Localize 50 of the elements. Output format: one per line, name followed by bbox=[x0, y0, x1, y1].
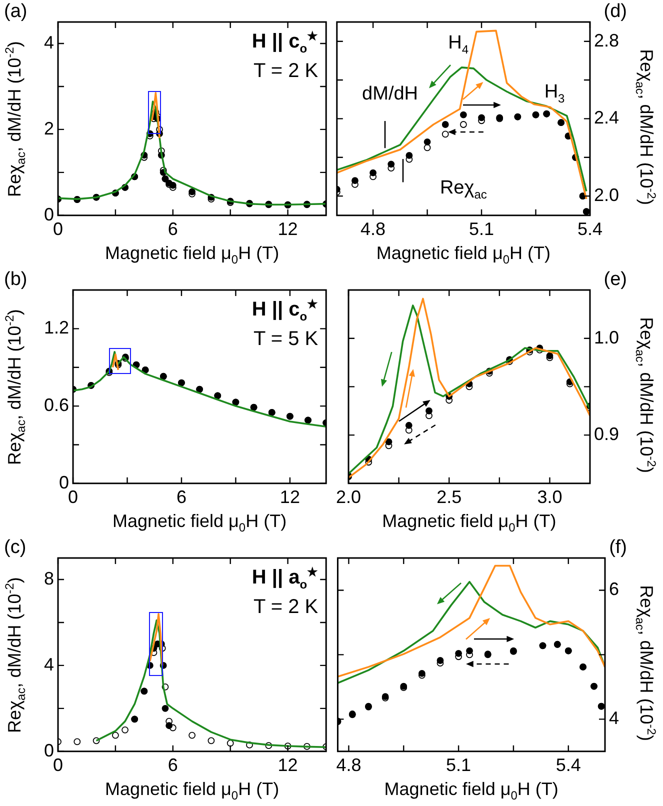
annotation: Reχ$_{ac}$ bbox=[440, 178, 487, 202]
chart-title: (e) bbox=[604, 269, 627, 291]
chart-title: (f) bbox=[609, 537, 627, 559]
x-tick-label: 5.1 bbox=[446, 755, 472, 776]
y2-tick-label: 0.9 bbox=[594, 424, 620, 444]
x-axis-title: Magnetic field μ$_{0}$H (T) bbox=[376, 243, 550, 267]
x-tick-label: 12 bbox=[278, 219, 298, 240]
y2-tick-label: 6 bbox=[608, 579, 620, 600]
y2-tick-label: 2.8 bbox=[594, 30, 620, 50]
annotation: T = 5 K bbox=[253, 328, 318, 350]
y-tick-label: 0 bbox=[44, 204, 54, 224]
y2-tick-label: 4 bbox=[608, 708, 620, 728]
y-tick-label: 4 bbox=[44, 32, 54, 52]
x-axis-title: Magnetic field μ$_{0}$H (T) bbox=[112, 511, 287, 535]
annotation: dM/dH bbox=[362, 84, 418, 106]
y-tick-label: 0 bbox=[59, 472, 70, 492]
x-tick-label: 6 bbox=[176, 487, 186, 508]
x-tick-label: 2.0 bbox=[336, 487, 362, 508]
y-tick-label: 8 bbox=[44, 568, 54, 588]
x-tick-label: 2.5 bbox=[436, 487, 462, 508]
x-axis-title: Magnetic field μ$_{0}$H (T) bbox=[104, 243, 280, 267]
y-tick-label: 0.6 bbox=[44, 395, 70, 416]
x-tick-label: 12 bbox=[280, 487, 300, 508]
x-tick-label: 5.4 bbox=[577, 219, 602, 240]
y-tick-label: 4 bbox=[44, 654, 54, 674]
x-tick-label: 6 bbox=[168, 755, 178, 776]
x-axis-title: Magnetic field μ$_{0}$H (T) bbox=[382, 511, 556, 535]
x-axis-title: Magnetic field μ$_{0}$H (T) bbox=[384, 779, 558, 803]
y-tick-label: 2 bbox=[44, 118, 54, 138]
y-tick-label: 0 bbox=[44, 740, 54, 760]
annotation: T = 2 K bbox=[253, 596, 318, 618]
annotation: H$_{3}$ bbox=[544, 81, 565, 106]
chart-title: (a) bbox=[4, 1, 28, 23]
annotation: T = 2 K bbox=[253, 60, 318, 82]
x-tick-label: 4.8 bbox=[336, 755, 362, 776]
x-axis-title: Magnetic field μ$_{0}$H (T) bbox=[104, 779, 280, 803]
y-tick-label: 1.2 bbox=[44, 318, 70, 338]
x-tick-label: 5.4 bbox=[556, 755, 581, 776]
x-tick-label: 3.0 bbox=[537, 487, 562, 508]
annotation: H$_{4}$ bbox=[448, 32, 469, 57]
chart-title: (d) bbox=[604, 1, 627, 23]
chart-title: (c) bbox=[4, 537, 26, 559]
y2-tick-label: 2.0 bbox=[594, 185, 620, 206]
x-tick-label: 4.8 bbox=[360, 219, 386, 240]
x-tick-label: 12 bbox=[278, 755, 298, 776]
y2-tick-label: 1.0 bbox=[594, 327, 620, 348]
y2-tick-label: 2.4 bbox=[594, 108, 620, 128]
x-tick-label: 5.1 bbox=[469, 219, 494, 240]
chart-title: (b) bbox=[4, 269, 28, 291]
x-tick-label: 6 bbox=[168, 219, 178, 240]
